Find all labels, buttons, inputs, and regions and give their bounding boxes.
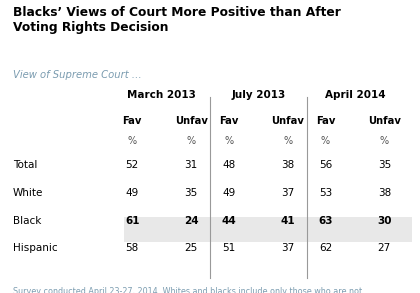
Text: March 2013: March 2013: [127, 90, 196, 100]
Text: 63: 63: [318, 216, 333, 226]
Text: 24: 24: [184, 216, 198, 226]
Text: Total: Total: [13, 160, 37, 170]
Text: Blacks’ Views of Court More Positive than After
Voting Rights Decision: Blacks’ Views of Court More Positive tha…: [13, 6, 341, 34]
Text: July 2013: July 2013: [231, 90, 286, 100]
Text: 41: 41: [281, 216, 295, 226]
Text: Black: Black: [13, 216, 41, 226]
Text: %: %: [128, 137, 137, 146]
Text: Survey conducted April 23-27, 2014. Whites and blacks include only those who are: Survey conducted April 23-27, 2014. Whit…: [13, 287, 362, 293]
Text: %: %: [186, 137, 196, 146]
Text: 58: 58: [126, 243, 139, 253]
Text: 48: 48: [222, 160, 236, 170]
Text: 35: 35: [378, 160, 391, 170]
Text: 31: 31: [184, 160, 198, 170]
Text: 56: 56: [319, 160, 332, 170]
Text: 35: 35: [184, 188, 198, 198]
Text: Unfav: Unfav: [175, 116, 207, 126]
Text: 38: 38: [378, 188, 391, 198]
Text: Fav: Fav: [316, 116, 335, 126]
Text: 44: 44: [221, 216, 236, 226]
Text: 49: 49: [222, 188, 236, 198]
Text: Fav: Fav: [219, 116, 239, 126]
Text: 53: 53: [319, 188, 332, 198]
Text: View of Supreme Court …: View of Supreme Court …: [13, 70, 142, 80]
Text: 37: 37: [281, 188, 294, 198]
Text: 62: 62: [319, 243, 332, 253]
Text: 49: 49: [126, 188, 139, 198]
Text: 51: 51: [222, 243, 236, 253]
Text: %: %: [283, 137, 292, 146]
FancyBboxPatch shape: [124, 217, 412, 242]
Text: White: White: [13, 188, 43, 198]
Text: 61: 61: [125, 216, 139, 226]
Text: 25: 25: [184, 243, 198, 253]
Text: April 2014: April 2014: [325, 90, 385, 100]
Text: 30: 30: [377, 216, 391, 226]
Text: 52: 52: [126, 160, 139, 170]
Text: %: %: [321, 137, 330, 146]
Text: 27: 27: [378, 243, 391, 253]
Text: 37: 37: [281, 243, 294, 253]
Text: Fav: Fav: [123, 116, 142, 126]
Text: Unfav: Unfav: [271, 116, 304, 126]
Text: Unfav: Unfav: [368, 116, 401, 126]
Text: %: %: [224, 137, 234, 146]
Text: 38: 38: [281, 160, 294, 170]
Text: %: %: [380, 137, 389, 146]
Text: Hispanic: Hispanic: [13, 243, 57, 253]
